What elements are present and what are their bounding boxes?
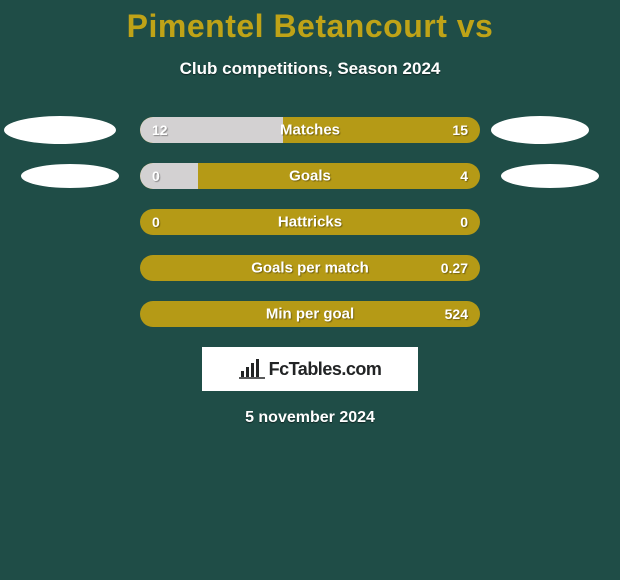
bar-row: Goals 0 4 — [140, 163, 480, 189]
bar-chart-icon — [239, 359, 265, 379]
bar-label: Min per goal — [266, 306, 354, 323]
bar-value-left: 12 — [152, 122, 168, 138]
player-avatar-placeholder — [491, 116, 589, 144]
bar-value-right: 0.27 — [441, 260, 468, 276]
comparison-chart: Matches 12 15 Goals 0 4 Hattricks 0 0 Goals per m… — [0, 117, 620, 327]
brand-text: FcTables.com — [269, 359, 382, 380]
subtitle: Club competitions, Season 2024 — [0, 59, 620, 79]
player-avatar-placeholder — [4, 116, 116, 144]
brand-box: FcTables.com — [202, 347, 418, 391]
bar-label: Goals — [289, 168, 331, 185]
bar-fill — [140, 163, 198, 189]
page-title: Pimentel Betancourt vs — [0, 0, 620, 45]
player-avatar-placeholder — [501, 164, 599, 188]
bar-row: Goals per match 0.27 — [140, 255, 480, 281]
bar-label: Goals per match — [251, 260, 369, 277]
bar-value-left: 0 — [152, 168, 160, 184]
player-avatar-placeholder — [21, 164, 119, 188]
bar-label: Hattricks — [278, 214, 342, 231]
bar-row: Min per goal 524 — [140, 301, 480, 327]
bar-value-right: 0 — [460, 214, 468, 230]
bar-value-right: 4 — [460, 168, 468, 184]
bar-label: Matches — [280, 122, 340, 139]
bar-row: Matches 12 15 — [140, 117, 480, 143]
date-text: 5 november 2024 — [0, 409, 620, 427]
bar-value-right: 524 — [445, 306, 468, 322]
bar-value-left: 0 — [152, 214, 160, 230]
bar-value-right: 15 — [452, 122, 468, 138]
bar-row: Hattricks 0 0 — [140, 209, 480, 235]
